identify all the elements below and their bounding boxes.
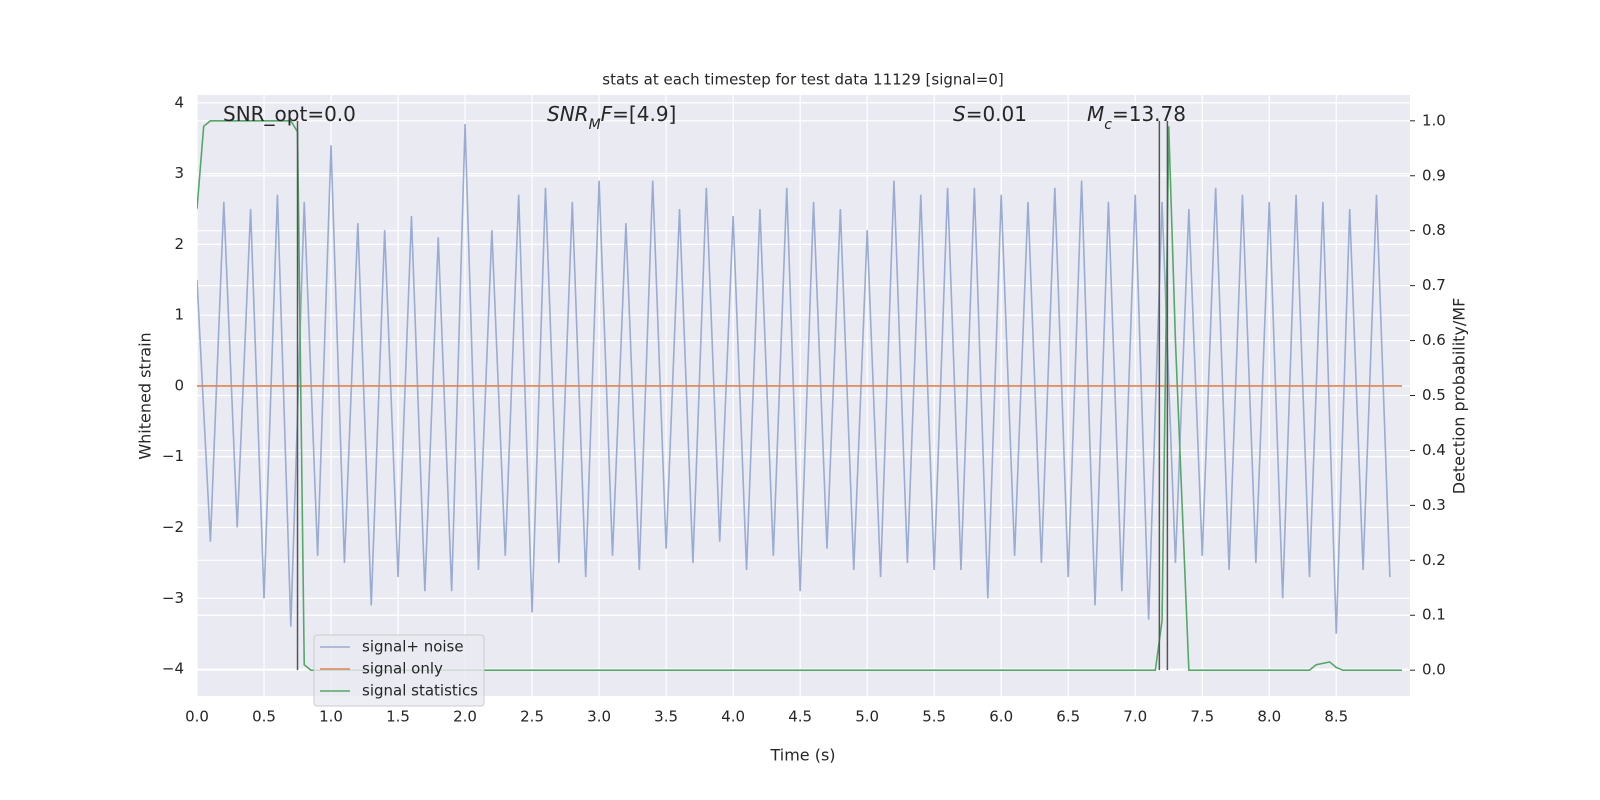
x-tick-label: 3.5	[654, 708, 678, 726]
annotation-part: M	[1087, 102, 1104, 126]
x-tick-label: 0.0	[185, 708, 209, 726]
y2-tick-label: 0.1	[1422, 606, 1446, 624]
series-line	[197, 120, 1402, 671]
y-tick-label: −4	[162, 660, 184, 678]
y2-tick-label: 0.9	[1422, 166, 1446, 184]
y2-tick-label: 0.0	[1422, 661, 1446, 679]
x-tick-label: 1.5	[386, 708, 410, 726]
x-tick-label: 2.0	[453, 708, 477, 726]
plot-marks	[197, 120, 1402, 671]
y-tick-label: −3	[162, 589, 184, 607]
annotation-part: SNR	[547, 102, 589, 126]
y2-tick-label: 0.8	[1422, 221, 1446, 239]
y2-tick-label: 0.5	[1422, 386, 1446, 404]
annotation-part: =13.78	[1112, 102, 1186, 126]
legend-box	[313, 634, 485, 707]
y2-axis-label: Detection probability/MF	[1450, 298, 1469, 495]
legend-label: signal statistics	[362, 682, 478, 700]
y-tick-label: 1	[174, 306, 184, 324]
y-tick-label: 2	[174, 235, 184, 253]
y2-tick-label: 0.2	[1422, 551, 1446, 569]
y-tick-label: 4	[174, 93, 184, 111]
legend: signal+ noise signal only signal statistic…	[313, 634, 485, 707]
annotation-part: =[4.9]	[612, 102, 676, 126]
labels: 0.0 0.5 1.0 1.5 2.0 2.5 3.0 3.5 4.0 4.5 5.0 5.5 6.0 6…	[162, 93, 1446, 725]
x-tick-label: 7.5	[1190, 708, 1214, 726]
x-tick-label: 4.0	[721, 708, 745, 726]
annotation-part: SNR_opt=0.0	[223, 102, 356, 126]
y-tick-label: 0	[174, 376, 184, 394]
x-tick-label: 7.0	[1123, 708, 1147, 726]
chart-title: stats at each timestep for test data 111…	[602, 71, 1003, 89]
legend-label: signal+ noise	[362, 638, 464, 656]
annotation-part: F	[601, 102, 613, 126]
x-tick-label: 4.5	[788, 708, 812, 726]
x-tick-label: 2.5	[520, 708, 544, 726]
y-axis-label: Whitened strain	[136, 332, 155, 459]
x-tick-label: 0.5	[252, 708, 276, 726]
annotation-part: c	[1104, 117, 1112, 133]
x-tick-label: 6.0	[989, 708, 1013, 726]
legend-label: signal only	[362, 660, 443, 678]
y2-tick-label: 0.7	[1422, 276, 1446, 294]
grid	[196, 95, 1410, 696]
y2-tick-label: 0.4	[1422, 441, 1446, 459]
annotation: S=0.01	[953, 102, 1027, 126]
y2-tick-label: 0.3	[1422, 496, 1446, 514]
annotation-part: =0.01	[966, 102, 1027, 126]
y-tick-label: −2	[162, 518, 184, 536]
annotation-part: S	[953, 102, 966, 126]
annotation: Mc=13.78	[1087, 102, 1186, 133]
y-tick-label: −1	[162, 447, 184, 465]
x-tick-label: 1.0	[319, 708, 343, 726]
x-tick-label: 6.5	[1056, 708, 1080, 726]
x-tick-label: 5.0	[855, 708, 879, 726]
y2-tick-label: 1.0	[1422, 111, 1446, 129]
y2-tick-label: 0.6	[1422, 331, 1446, 349]
annotation-part: M	[589, 117, 601, 133]
x-tick-label: 8.5	[1324, 708, 1348, 726]
x-axis-label: Time (s)	[769, 746, 835, 765]
series-line	[197, 123, 1391, 634]
annotation: SNRMF=[4.9]	[547, 102, 676, 133]
annotation: SNR_opt=0.0	[223, 102, 356, 126]
x-tick-label: 8.0	[1257, 708, 1281, 726]
x-tick-label: 3.0	[587, 708, 611, 726]
y-tick-label: 3	[174, 164, 184, 182]
x-tick-label: 5.5	[922, 708, 946, 726]
